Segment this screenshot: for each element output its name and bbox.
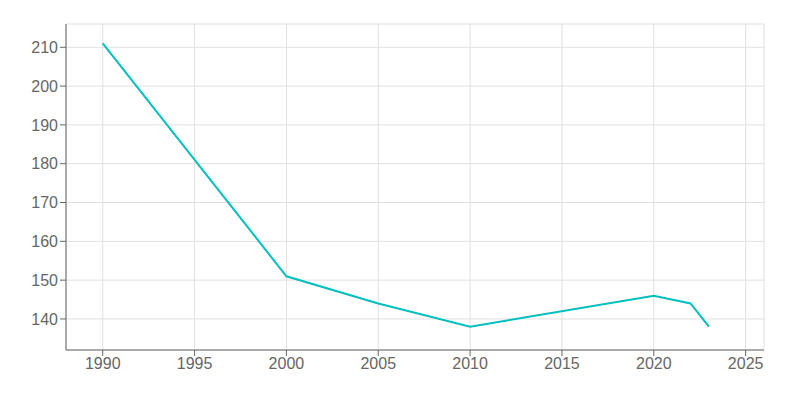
svg-text:1995: 1995 [177, 355, 213, 372]
svg-text:150: 150 [31, 272, 58, 289]
svg-text:2010: 2010 [452, 355, 488, 372]
svg-text:140: 140 [31, 311, 58, 328]
svg-text:200: 200 [31, 78, 58, 95]
svg-text:190: 190 [31, 117, 58, 134]
svg-text:170: 170 [31, 194, 58, 211]
svg-text:2020: 2020 [636, 355, 672, 372]
svg-text:1990: 1990 [85, 355, 121, 372]
svg-text:180: 180 [31, 155, 58, 172]
svg-text:160: 160 [31, 233, 58, 250]
svg-text:2015: 2015 [544, 355, 580, 372]
svg-text:2025: 2025 [728, 355, 764, 372]
svg-text:2000: 2000 [269, 355, 305, 372]
svg-text:2005: 2005 [360, 355, 396, 372]
svg-text:210: 210 [31, 39, 58, 56]
